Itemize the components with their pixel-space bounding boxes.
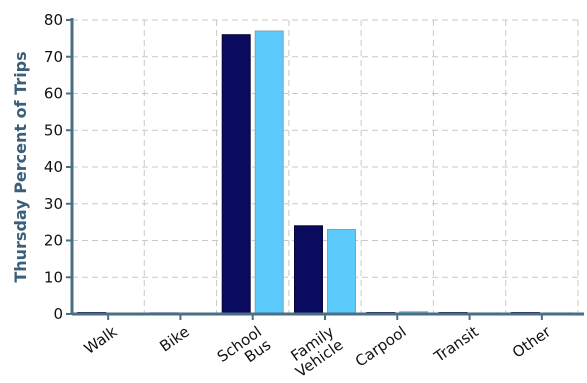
bar bbox=[254, 30, 284, 315]
y-tick-labels: 0 10 20 30 40 50 60 70 80 bbox=[44, 11, 63, 323]
y-axis-title: Thursday Percent of Trips bbox=[11, 51, 30, 282]
axes bbox=[66, 18, 584, 320]
y-tick-label: 70 bbox=[44, 48, 63, 66]
x-tick-label: Carpool bbox=[352, 323, 410, 371]
y-tick-label: 50 bbox=[44, 121, 63, 139]
x-tick-labels: Walk Bike SchoolBus FamilyVehicle Carpool Tra… bbox=[81, 322, 555, 381]
y-tick-label: 40 bbox=[44, 158, 63, 176]
bar bbox=[221, 34, 251, 315]
bar bbox=[294, 225, 323, 315]
y-tick-label: 30 bbox=[44, 195, 63, 213]
y-tick-label: 20 bbox=[44, 232, 63, 250]
y-tick-label: 60 bbox=[44, 85, 63, 103]
x-tick-label: SchoolBus bbox=[214, 322, 274, 379]
y-tick-label: 10 bbox=[44, 268, 63, 286]
x-tick-label: FamilyVehicle bbox=[283, 322, 347, 381]
bars bbox=[77, 30, 573, 315]
y-tick-label: 0 bbox=[53, 305, 63, 323]
bar bbox=[327, 228, 356, 315]
x-tick-label: Bike bbox=[156, 323, 192, 356]
y-tick-label: 80 bbox=[44, 11, 63, 29]
x-tick-label: Transit bbox=[430, 322, 482, 366]
x-tick-label: Other bbox=[509, 322, 555, 362]
gridlines bbox=[72, 19, 579, 314]
x-tick-label: Walk bbox=[81, 322, 121, 358]
